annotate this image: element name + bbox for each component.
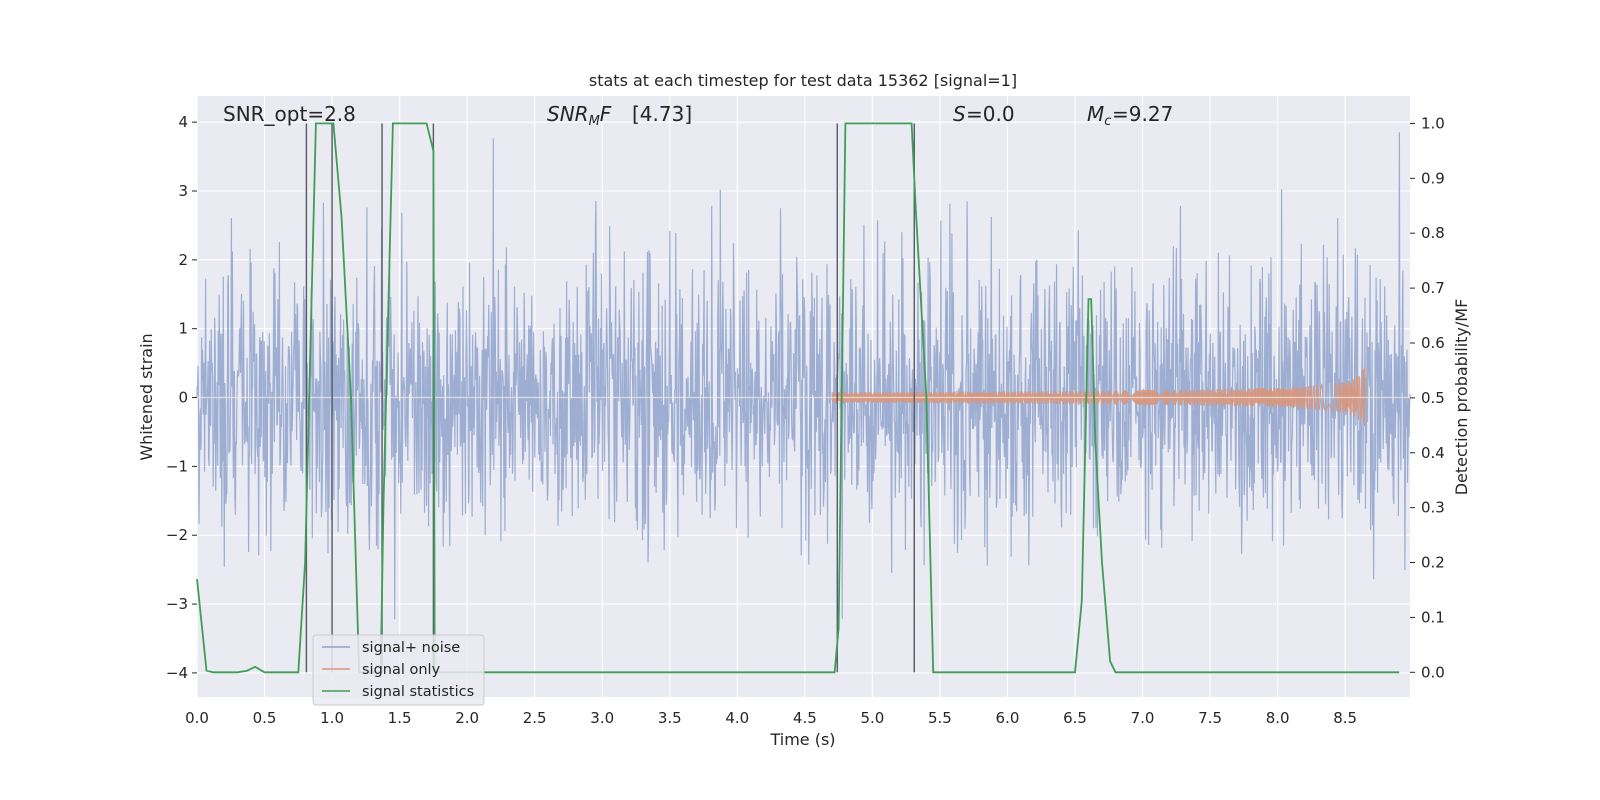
annotation-mc-symbol: Mc [1087,102,1111,129]
y-axis-right-label: Detection probability/MF [1452,299,1471,496]
y-right-tick-label: 0.5 [1421,389,1445,407]
y-left-tick-label: −1 [166,457,188,475]
y-axis-left-ticks: −4 −3 −2 −1 0 1 2 3 4 [166,113,197,682]
annotation-snr-opt: SNR_opt=2.8 [223,102,356,126]
y-right-tick-label: 0.7 [1421,279,1445,297]
x-axis-ticks: 0.0 0.5 1.0 1.5 2.0 2.5 3.0 3.5 4.0 4.5 5.0 5.5 6.0 6… [185,709,1357,727]
y-right-tick-label: 0.0 [1421,663,1445,681]
signal-statistics-series [196,122,1400,674]
x-tick-label: 8.5 [1333,709,1357,727]
x-tick-label: 3.5 [658,709,682,727]
y-left-tick-label: 3 [178,182,188,200]
x-tick-label: 8.0 [1266,709,1290,727]
y-left-tick-label: −3 [166,595,188,613]
signal-noise-line [196,132,1411,620]
x-tick-label: 2.5 [523,709,547,727]
annotation-mc: Mc =9.27 [1087,102,1173,129]
y-left-tick-label: 4 [178,113,188,131]
annotation-s-symbol: S [953,102,966,126]
y-right-tick-label: 1.0 [1421,114,1445,132]
legend: signal+ noise signal only signal statist… [312,634,485,706]
legend-box [312,634,485,706]
x-tick-label: 1.5 [388,709,412,727]
annotation-s-value: =0.0 [966,102,1015,126]
y-left-tick-label: 1 [178,320,188,338]
y-right-tick-label: 0.2 [1421,554,1445,572]
signal-only-series [197,366,1410,427]
signal-statistics-line [196,122,1400,674]
annotation-mc-value: =9.27 [1112,102,1173,126]
y-right-tick-label: 0.3 [1421,499,1445,517]
x-tick-label: 5.5 [928,709,952,727]
y-right-tick-label: 0.6 [1421,334,1445,352]
y-left-tick-label: 0 [178,389,188,407]
legend-label-signal-only: signal only [362,662,441,678]
y-left-tick-label: −2 [166,526,188,544]
x-tick-label: 7.5 [1198,709,1222,727]
chart-title: stats at each timestep for test data 153… [589,71,1017,90]
x-tick-label: 0.5 [253,709,277,727]
y-axis-right-ticks: 0.0 0.1 0.2 0.3 0.4 0.5 0.6 0.7 0.8 0.9 1.0 [1410,114,1445,681]
x-tick-label: 6.5 [1063,709,1087,727]
annotation-s: S =0.0 [953,102,1015,126]
x-tick-label: 2.0 [455,709,479,727]
y-right-tick-label: 0.9 [1421,169,1445,187]
legend-label-signal-statistics: signal statistics [362,684,474,700]
y-left-tick-label: −4 [166,664,188,682]
signal-noise-series [196,132,1411,620]
y-right-tick-label: 0.1 [1421,608,1445,626]
y-right-tick-label: 0.4 [1421,444,1445,462]
y-axis-left-label: Whitened strain [137,333,156,460]
annotation-snr-mf-value: [4.73] [632,102,692,126]
y-left-tick-label: 2 [178,251,188,269]
x-tick-label: 7.0 [1131,709,1155,727]
legend-label-signal-noise: signal+ noise [362,640,460,656]
x-tick-label: 0.0 [185,709,209,727]
x-tick-label: 1.0 [320,709,344,727]
y-right-tick-label: 0.8 [1421,224,1445,242]
x-tick-label: 5.0 [860,709,884,727]
x-tick-label: 3.0 [590,709,614,727]
x-tick-label: 4.0 [725,709,749,727]
x-axis-label: Time (s) [769,730,835,749]
annotation-snr-mf: SNRMF [4.73] [547,102,692,129]
x-tick-label: 4.5 [793,709,817,727]
x-tick-label: 6.0 [996,709,1020,727]
annotation-snr-mf-symbol: SNRMF [547,102,612,129]
